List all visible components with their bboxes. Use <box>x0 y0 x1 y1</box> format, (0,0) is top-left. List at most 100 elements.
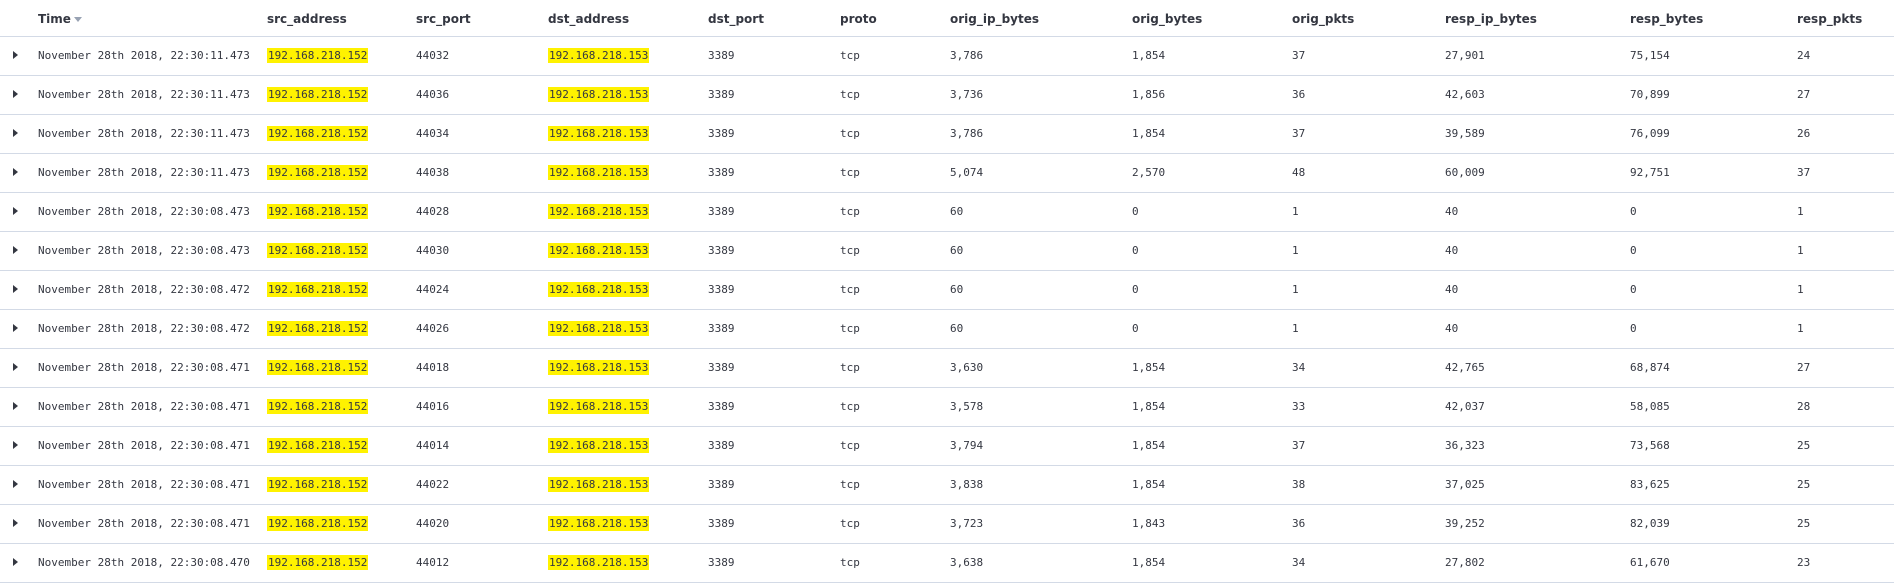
cell-orig-pkts: 1 <box>1292 244 1299 257</box>
cell-orig-ip-bytes: 3,723 <box>950 517 984 530</box>
cell-orig-pkts: 37 <box>1292 49 1306 62</box>
search-highlight: 192.168.218.153 <box>548 360 650 375</box>
expand-row-toggle[interactable] <box>10 243 22 257</box>
column-header-resp-bytes[interactable]: resp_bytes <box>1630 12 1704 26</box>
cell-orig-bytes: 1,856 <box>1132 88 1166 101</box>
cell-orig-ip-bytes: 5,074 <box>950 166 984 179</box>
cell-src-port: 44018 <box>416 361 450 374</box>
cell-proto: tcp <box>840 556 860 569</box>
cell-orig-ip-bytes: 3,786 <box>950 49 984 62</box>
cell-src-port: 44024 <box>416 283 450 296</box>
cell-orig-bytes: 1,854 <box>1132 400 1166 413</box>
column-header-src-port[interactable]: src_port <box>416 12 471 26</box>
search-highlight: 192.168.218.153 <box>548 477 650 492</box>
cell-resp-ip-bytes: 40 <box>1445 283 1459 296</box>
cell-dst-port: 3389 <box>708 205 735 218</box>
expand-row-toggle[interactable] <box>10 516 22 530</box>
cell-orig-bytes: 1,843 <box>1132 517 1166 530</box>
cell-resp-bytes: 0 <box>1630 283 1637 296</box>
column-header-resp-pkts[interactable]: resp_pkts <box>1797 12 1863 26</box>
cell-dst-port: 3389 <box>708 478 735 491</box>
cell-resp-ip-bytes: 42,765 <box>1445 361 1485 374</box>
expand-row-toggle[interactable] <box>10 48 22 62</box>
cell-resp-pkts: 27 <box>1797 88 1811 101</box>
sort-descending-icon[interactable] <box>73 17 82 22</box>
cell-src-port: 44016 <box>416 400 450 413</box>
table-row: November 28th 2018, 22:30:08.471 192.168.… <box>0 388 1894 427</box>
cell-time: November 28th 2018, 22:30:08.471 <box>38 361 250 374</box>
expand-row-toggle[interactable] <box>10 204 22 218</box>
search-highlight: 192.168.218.153 <box>548 165 650 180</box>
cell-proto: tcp <box>840 400 860 413</box>
expand-row-toggle[interactable] <box>10 555 22 569</box>
cell-dst-port: 3389 <box>708 166 735 179</box>
expand-row-toggle[interactable] <box>10 321 22 335</box>
cell-orig-pkts: 36 <box>1292 517 1306 530</box>
cell-proto: tcp <box>840 127 860 140</box>
search-highlight: 192.168.218.153 <box>548 204 650 219</box>
column-header-proto[interactable]: proto <box>840 12 877 26</box>
cell-src-port: 44030 <box>416 244 450 257</box>
cell-orig-ip-bytes: 60 <box>950 244 964 257</box>
cell-src-address: 192.168.218.152 <box>267 321 369 336</box>
cell-src-address: 192.168.218.152 <box>267 555 369 570</box>
column-header-orig-pkts[interactable]: orig_pkts <box>1292 12 1355 26</box>
caret-right-icon <box>13 519 18 527</box>
cell-resp-bytes: 0 <box>1630 244 1637 257</box>
cell-resp-pkts: 25 <box>1797 517 1811 530</box>
search-highlight: 192.168.218.153 <box>548 48 650 63</box>
expand-row-toggle[interactable] <box>10 165 22 179</box>
cell-dst-address: 192.168.218.153 <box>548 321 650 336</box>
column-header-time[interactable]: Time <box>38 12 82 26</box>
cell-time: November 28th 2018, 22:30:11.473 <box>38 166 250 179</box>
expand-row-toggle[interactable] <box>10 126 22 140</box>
cell-dst-port: 3389 <box>708 322 735 335</box>
cell-orig-ip-bytes: 3,794 <box>950 439 984 452</box>
cell-orig-ip-bytes: 3,638 <box>950 556 984 569</box>
search-highlight: 192.168.218.153 <box>548 438 650 453</box>
caret-right-icon <box>13 324 18 332</box>
cell-dst-address: 192.168.218.153 <box>548 399 650 414</box>
table-row: November 28th 2018, 22:30:08.471 192.168.… <box>0 349 1894 388</box>
expand-row-toggle[interactable] <box>10 282 22 296</box>
cell-dst-port: 3389 <box>708 88 735 101</box>
cell-resp-pkts: 23 <box>1797 556 1811 569</box>
column-header-src-address[interactable]: src_address <box>267 12 347 26</box>
cell-orig-pkts: 34 <box>1292 361 1306 374</box>
column-header-dst-port[interactable]: dst_port <box>708 12 764 26</box>
cell-resp-bytes: 73,568 <box>1630 439 1670 452</box>
caret-right-icon <box>13 246 18 254</box>
cell-time: November 28th 2018, 22:30:08.470 <box>38 556 250 569</box>
cell-orig-bytes: 0 <box>1132 205 1139 218</box>
column-header-orig-bytes[interactable]: orig_bytes <box>1132 12 1203 26</box>
column-header-dst-address[interactable]: dst_address <box>548 12 630 26</box>
cell-resp-pkts: 1 <box>1797 322 1804 335</box>
column-header-resp-ip-bytes[interactable]: resp_ip_bytes <box>1445 12 1537 26</box>
expand-row-toggle[interactable] <box>10 477 22 491</box>
cell-resp-bytes: 75,154 <box>1630 49 1670 62</box>
expand-row-toggle[interactable] <box>10 360 22 374</box>
caret-right-icon <box>13 90 18 98</box>
cell-resp-pkts: 28 <box>1797 400 1811 413</box>
cell-dst-port: 3389 <box>708 361 735 374</box>
search-highlight: 192.168.218.152 <box>267 477 369 492</box>
column-header-orig-ip-bytes[interactable]: orig_ip_bytes <box>950 12 1039 26</box>
cell-resp-pkts: 1 <box>1797 283 1804 296</box>
expand-row-toggle[interactable] <box>10 87 22 101</box>
search-highlight: 192.168.218.152 <box>267 282 369 297</box>
cell-orig-ip-bytes: 60 <box>950 205 964 218</box>
cell-resp-pkts: 27 <box>1797 361 1811 374</box>
cell-proto: tcp <box>840 361 860 374</box>
cell-resp-pkts: 1 <box>1797 244 1804 257</box>
cell-resp-bytes: 70,899 <box>1630 88 1670 101</box>
cell-src-port: 44028 <box>416 205 450 218</box>
cell-time: November 28th 2018, 22:30:08.472 <box>38 322 250 335</box>
cell-resp-bytes: 0 <box>1630 322 1637 335</box>
expand-row-toggle[interactable] <box>10 399 22 413</box>
cell-orig-ip-bytes: 3,736 <box>950 88 984 101</box>
cell-src-address: 192.168.218.152 <box>267 126 369 141</box>
cell-time: November 28th 2018, 22:30:11.473 <box>38 49 250 62</box>
caret-right-icon <box>13 363 18 371</box>
cell-proto: tcp <box>840 88 860 101</box>
expand-row-toggle[interactable] <box>10 438 22 452</box>
